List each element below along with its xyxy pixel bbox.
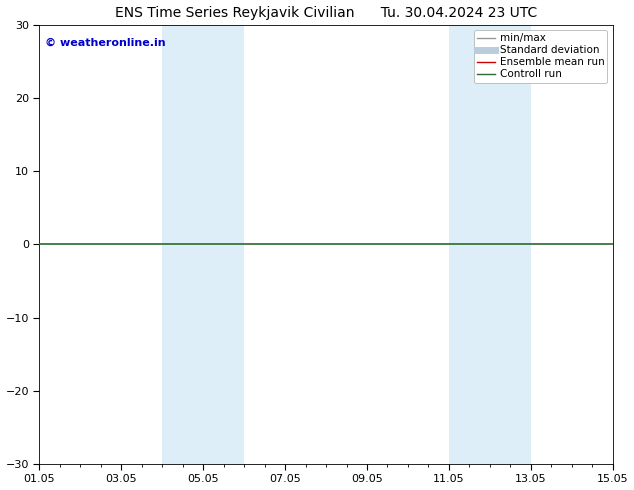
Bar [204, 25, 244, 464]
Bar [162, 25, 204, 464]
Legend: min/max, Standard deviation, Ensemble mean run, Controll run: min/max, Standard deviation, Ensemble me… [474, 30, 607, 83]
Text: © weatheronline.in: © weatheronline.in [45, 38, 166, 48]
Title: ENS Time Series Reykjavik Civilian      Tu. 30.04.2024 23 UTC: ENS Time Series Reykjavik Civilian Tu. 3… [115, 5, 537, 20]
Bar [449, 25, 490, 464]
Bar [490, 25, 531, 464]
